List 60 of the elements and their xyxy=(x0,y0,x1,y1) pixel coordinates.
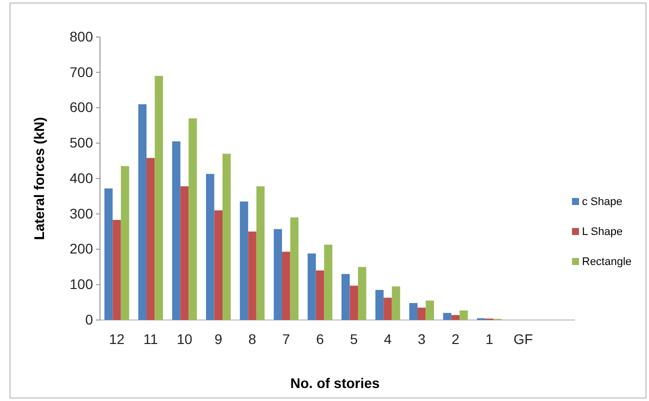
x-axis-title: No. of stories xyxy=(290,375,380,391)
bar xyxy=(222,154,231,320)
bar xyxy=(146,158,155,320)
bar xyxy=(443,312,452,320)
bar xyxy=(240,201,248,320)
bar xyxy=(120,166,130,320)
y-tick-label: 0 xyxy=(85,311,94,328)
bar xyxy=(316,270,324,320)
bar xyxy=(350,286,358,320)
bar xyxy=(451,315,460,320)
x-tick-label: 8 xyxy=(248,330,256,347)
y-tick-label: 100 xyxy=(70,276,94,292)
bar xyxy=(426,300,434,320)
bar xyxy=(104,188,113,320)
bar xyxy=(214,210,223,320)
y-tick-label: 300 xyxy=(70,205,94,222)
bar xyxy=(112,220,121,320)
legend-label: Rectangle xyxy=(582,256,632,268)
bar xyxy=(206,174,214,320)
bar xyxy=(409,303,418,320)
y-tick-label: 500 xyxy=(70,134,94,151)
x-tick-label: GF xyxy=(514,330,533,347)
bar xyxy=(290,217,298,320)
bar xyxy=(154,76,163,320)
bar xyxy=(358,266,366,320)
bar xyxy=(180,186,189,320)
x-tick-label: 6 xyxy=(316,330,324,347)
x-tick-label: 10 xyxy=(176,330,193,347)
bar xyxy=(375,290,384,320)
bar xyxy=(282,252,290,320)
y-axis-title: Lateral forces (kN) xyxy=(31,117,47,240)
bar xyxy=(308,253,316,320)
y-tick-label: 400 xyxy=(70,170,94,186)
y-tick-label: 800 xyxy=(70,28,94,44)
x-tick-label: 4 xyxy=(384,330,392,347)
legend-label: c Shape xyxy=(582,196,622,208)
x-tick-label: 11 xyxy=(143,330,158,347)
bar xyxy=(384,298,392,320)
y-tick-label: 700 xyxy=(70,64,94,80)
y-tick-label: 200 xyxy=(70,240,94,257)
bar xyxy=(324,244,332,320)
bar xyxy=(392,286,400,320)
x-tick-label: 5 xyxy=(350,330,358,347)
bar xyxy=(342,274,350,320)
y-tick-label: 600 xyxy=(70,99,94,116)
bar xyxy=(138,104,147,320)
bar xyxy=(460,310,468,320)
bar xyxy=(274,229,282,320)
x-tick-label: 7 xyxy=(282,330,290,347)
bar xyxy=(188,118,197,320)
x-tick-label: 1 xyxy=(485,330,494,347)
bar xyxy=(248,232,256,320)
bar xyxy=(172,141,180,320)
bar xyxy=(256,186,265,320)
x-tick-label: 12 xyxy=(108,330,125,347)
x-tick-label: 9 xyxy=(214,330,222,347)
bar xyxy=(417,308,426,320)
legend-label: L Shape xyxy=(582,226,623,238)
x-tick-label: 3 xyxy=(418,330,426,347)
x-tick-label: 2 xyxy=(452,330,460,347)
